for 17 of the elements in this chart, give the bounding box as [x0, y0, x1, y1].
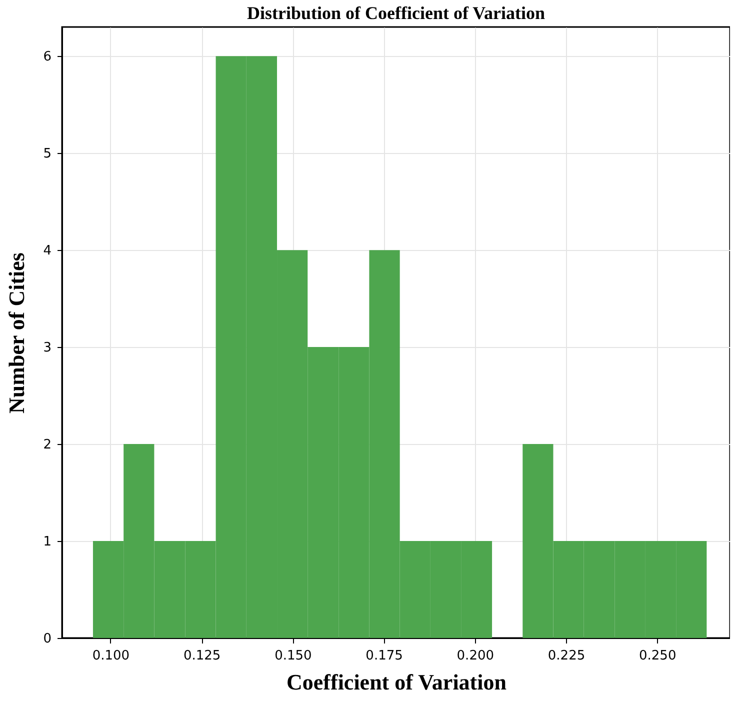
chart-title: Distribution of Coefficient of Variation	[247, 3, 545, 23]
x-tick-label: 0.250	[639, 648, 676, 664]
y-tick-label: 6	[43, 50, 52, 65]
y-axis-title: Number of Cities	[4, 252, 30, 414]
y-tick-label: 5	[43, 146, 52, 162]
x-tick-label: 0.175	[366, 648, 403, 664]
y-tick-label: 2	[43, 438, 52, 453]
y-tick-label: 4	[43, 244, 52, 259]
x-tick-label: 0.125	[183, 648, 221, 664]
x-tick-label: 0.200	[456, 648, 494, 664]
x-axis-title: Coefficient of Variation	[286, 670, 506, 694]
y-tick-label: 0	[43, 632, 52, 646]
x-tick-label: 0.225	[548, 648, 586, 664]
x-tick-label: 0.100	[92, 648, 130, 664]
x-tick-label: 0.150	[274, 648, 312, 664]
y-tick-label: 3	[43, 340, 52, 356]
y-tick-label: 1	[43, 534, 52, 550]
